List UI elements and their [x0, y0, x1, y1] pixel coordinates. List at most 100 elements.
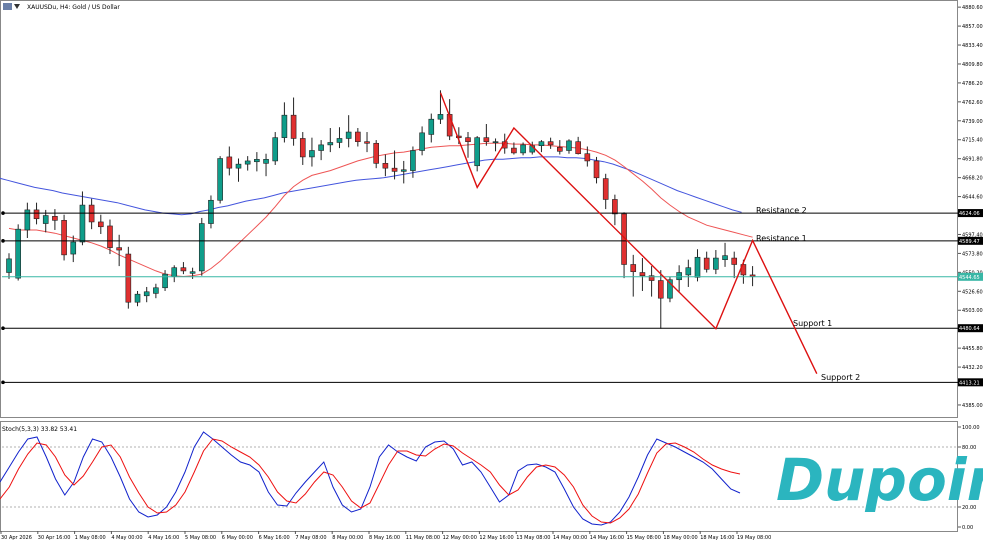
candle-body: [474, 137, 480, 167]
logo-wordmark: Dupoin: [776, 446, 983, 514]
candle-body: [107, 225, 113, 248]
candle: [345, 115, 352, 148]
candle-body: [244, 160, 251, 165]
price-tag: [958, 272, 983, 281]
time-tick-label: 13 May 08:00: [516, 535, 550, 541]
candle: [556, 140, 563, 155]
stoch-d-line: [0, 438, 741, 524]
candle-body: [116, 247, 122, 251]
time-tick-label: 4 May 16:00: [148, 535, 179, 541]
candle: [676, 265, 682, 292]
candle: [290, 97, 297, 146]
candle: [98, 214, 104, 234]
candle-body: [456, 135, 462, 138]
candle-body: [171, 267, 178, 277]
candle-body: [676, 272, 682, 281]
stoch-label: Stoch(5,3,3) 33.82 53.41: [2, 426, 77, 433]
stoch-tick-label: 20.00: [962, 505, 976, 511]
support-2-label: Support 2: [821, 373, 860, 382]
price-tick-label: 4503.00: [962, 308, 983, 314]
stoch-tick-label: 80.00: [962, 445, 976, 451]
candle: [520, 142, 526, 156]
candle: [703, 251, 710, 273]
candle: [584, 146, 591, 167]
candle: [244, 156, 251, 171]
candle-body: [281, 114, 288, 138]
candle-body: [556, 146, 563, 152]
level-anchor: [1, 211, 5, 215]
support-1-label: Support 1: [793, 319, 832, 328]
level-anchor: [1, 239, 5, 243]
candle: [217, 156, 223, 204]
candle: [538, 140, 545, 153]
price-tick-label: 4739.00: [962, 119, 983, 125]
candle-body: [290, 114, 297, 139]
candle-body: [703, 257, 710, 270]
time-tick-label: 11 May 08:00: [406, 535, 440, 541]
candle-body: [143, 291, 150, 297]
candle-body: [667, 279, 673, 299]
candle-body: [749, 274, 756, 277]
candle: [657, 270, 664, 329]
candle-body: [410, 150, 416, 171]
candle-body: [263, 159, 269, 164]
candle-body: [134, 293, 141, 303]
candle-body: [428, 118, 435, 135]
time-axis: 30 Apr 2026 30 Apr 16:00 1 May 08:00 4 May …: [0, 531, 771, 541]
candle-body: [566, 140, 572, 151]
price-tag: [958, 324, 983, 333]
candle: [263, 153, 269, 177]
candle-body: [511, 147, 517, 154]
time-tick-label: 6 May 16:00: [259, 535, 290, 541]
candle: [410, 146, 416, 178]
candle: [272, 132, 279, 165]
price-tag-label: 4624.06: [959, 211, 980, 217]
candle-body: [42, 215, 49, 224]
ma-slow-line: [0, 156, 742, 216]
candle-body: [272, 137, 279, 162]
price-tick-label: 4644.60: [962, 195, 983, 201]
candle-body: [520, 144, 526, 154]
candle-body: [318, 144, 324, 151]
level-anchor: [1, 326, 5, 330]
time-tick-label: 8 May 00:00: [332, 535, 363, 541]
candle: [299, 132, 306, 165]
candle: [327, 128, 334, 153]
time-tick-label: 14 May 00:00: [553, 535, 587, 541]
stoch-tick-label: 0.00: [962, 525, 973, 531]
candle: [667, 276, 673, 303]
candle-body: [6, 258, 12, 273]
time-tick-label: 12 May 00:00: [443, 535, 477, 541]
candle-body: [648, 275, 655, 281]
candle-body: [437, 114, 444, 120]
level-anchor: [1, 380, 5, 385]
time-tick-label: 15 May 08:00: [627, 535, 661, 541]
candle-body: [299, 138, 306, 158]
candle: [630, 254, 637, 297]
candle: [511, 142, 517, 155]
candle-body: [400, 169, 407, 172]
price-tick-label: 4526.60: [962, 289, 983, 295]
time-tick-label: 5 May 08:00: [185, 535, 216, 541]
chart-header: XAUUSDu, H4: Gold / US Dollar: [3, 3, 120, 11]
price-tick-label: 4691.80: [962, 157, 983, 163]
stochastic-oscillator: 100.00 80.00 20.00 0.00: [0, 425, 980, 531]
price-tick-label: 4455.80: [962, 346, 983, 352]
candle: [400, 160, 407, 184]
price-tag: [958, 209, 983, 218]
candle-body: [309, 150, 315, 158]
ma-fast-line: [8, 142, 753, 278]
candle: [70, 235, 77, 263]
candle-body: [70, 241, 77, 255]
price-tick-label: 4715.40: [962, 138, 983, 144]
price-tick-label: 4809.80: [962, 62, 983, 68]
time-tick-label: 19 May 08:00: [737, 535, 771, 541]
candle: [437, 90, 444, 125]
candle: [547, 137, 554, 149]
triangle-down-icon[interactable]: [14, 4, 20, 9]
candle-body: [584, 153, 591, 162]
candle-body: [235, 163, 242, 169]
candle-body: [639, 272, 646, 277]
